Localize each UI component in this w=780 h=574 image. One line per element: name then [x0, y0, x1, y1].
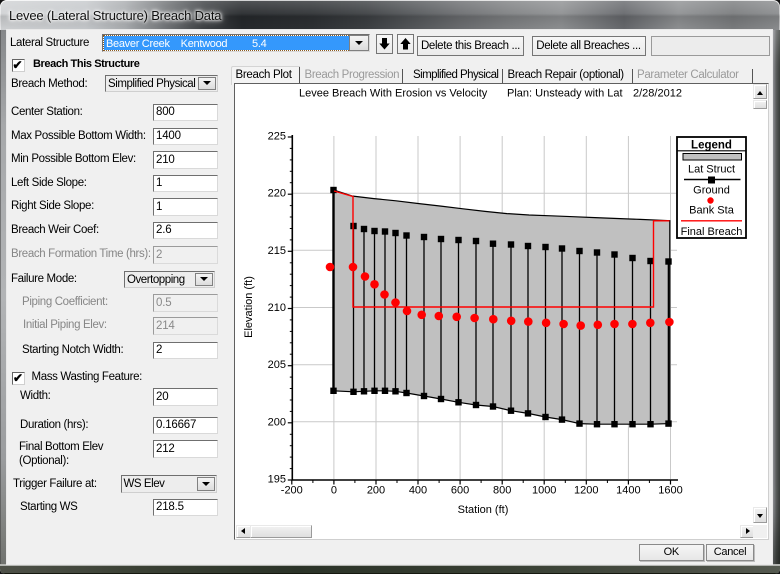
svg-text:220: 220	[267, 188, 285, 200]
svg-text:800: 800	[493, 485, 511, 497]
svg-text:1600: 1600	[658, 485, 682, 497]
svg-text:Ground: Ground	[693, 185, 730, 197]
svg-text:195: 195	[267, 474, 285, 486]
svg-text:Levee Breach With Erosion vs V: Levee Breach With Erosion vs Velocity	[299, 88, 488, 100]
svg-text:Station (ft): Station (ft)	[457, 504, 508, 516]
svg-text:Bank Sta: Bank Sta	[689, 205, 735, 217]
svg-text:0: 0	[330, 485, 336, 497]
svg-text:Plan: Unsteady with Lat: Plan: Unsteady with Lat	[507, 88, 623, 100]
svg-text:205: 205	[267, 359, 285, 371]
svg-text:-200: -200	[280, 485, 302, 497]
svg-text:210: 210	[267, 302, 285, 314]
svg-text:400: 400	[408, 485, 426, 497]
svg-text:1400: 1400	[616, 485, 640, 497]
svg-text:215: 215	[267, 245, 285, 257]
svg-text:200: 200	[267, 416, 285, 428]
svg-text:Lat Struct: Lat Struct	[687, 164, 734, 176]
svg-text:Elevation (ft): Elevation (ft)	[243, 276, 255, 338]
svg-text:200: 200	[366, 485, 384, 497]
svg-text:600: 600	[450, 485, 468, 497]
svg-text:1200: 1200	[574, 485, 598, 497]
svg-text:2/28/2012: 2/28/2012	[633, 88, 682, 100]
svg-text:225: 225	[267, 131, 285, 143]
svg-text:1000: 1000	[531, 485, 555, 497]
svg-text:Legend: Legend	[691, 140, 732, 152]
svg-text:Final Breach: Final Breach	[680, 226, 742, 238]
